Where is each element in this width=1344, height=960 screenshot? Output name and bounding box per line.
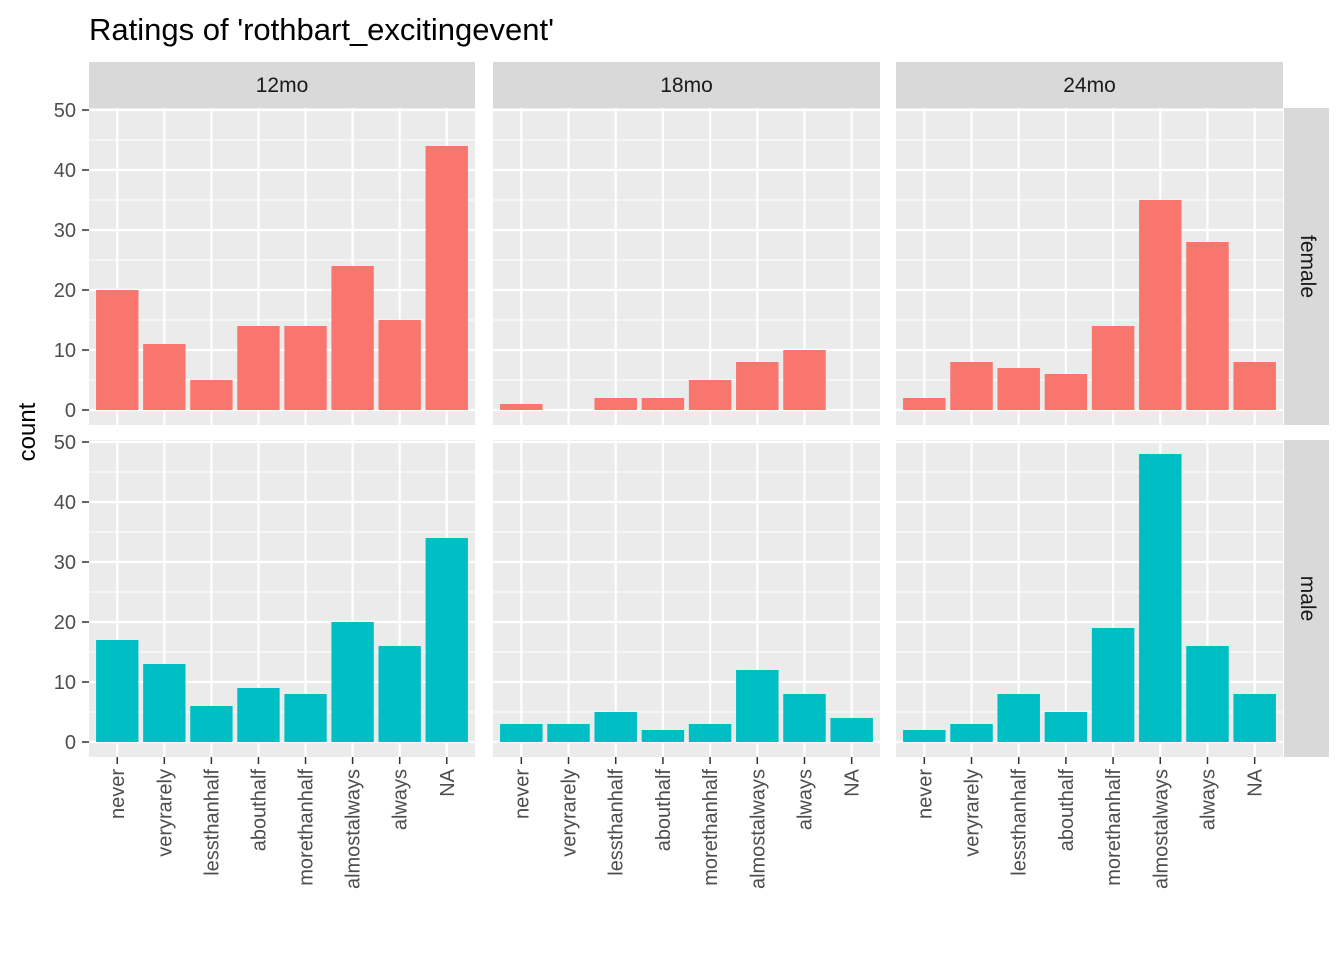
facet-strip [896, 62, 1283, 108]
bar [783, 694, 826, 742]
bar [1233, 694, 1276, 742]
x-tick-label: always [1197, 769, 1219, 830]
bar [1091, 628, 1135, 742]
bar [594, 712, 637, 742]
bar [237, 688, 280, 742]
x-tick-label: lessthanhalf [606, 769, 628, 876]
x-tick-label: NA [1245, 768, 1267, 796]
x-tick-label: abouthalf [653, 769, 675, 852]
y-tick-label: 10 [54, 672, 76, 694]
x-tick-label: morethanhalf [296, 769, 318, 886]
bar [143, 664, 186, 742]
x-tick-label: NA [842, 768, 864, 796]
bar [331, 266, 374, 410]
bar [1186, 242, 1229, 410]
x-tick-label: almostalways [1150, 769, 1172, 889]
bar [950, 724, 993, 742]
facet-strip [1284, 108, 1329, 425]
bar [96, 640, 139, 742]
y-tick-label: 20 [54, 612, 76, 634]
bar [688, 380, 732, 410]
x-tick-label: morethanhalf [700, 769, 722, 886]
x-tick-label: NA [437, 768, 459, 796]
facet-label: female [1296, 235, 1319, 298]
y-tick-label: 30 [54, 552, 76, 574]
facet-strip [89, 62, 475, 108]
bar [997, 368, 1040, 410]
bar [1044, 712, 1088, 742]
chart-title: Ratings of 'rothbart_excitingevent' [89, 12, 554, 47]
x-tick-label: almostalways [343, 769, 365, 889]
plot-area: 12mo 18mo 24mo female male 0 10 20 30 40 50 0 10 20 30… [54, 62, 1329, 889]
x-tick-label: veryrarely [559, 769, 581, 857]
y-tick-label: 50 [54, 100, 76, 122]
bar [500, 404, 543, 410]
y-tick-label: 0 [65, 732, 76, 754]
bar [190, 380, 233, 410]
bar [1044, 374, 1088, 410]
bar [331, 622, 374, 742]
bar [641, 730, 685, 742]
facet-strip [1284, 440, 1329, 757]
x-tick-label: lessthanhalf [1009, 769, 1031, 876]
bar [425, 146, 468, 410]
bar [237, 326, 280, 410]
bar [641, 398, 685, 410]
y-tick-label: 50 [54, 432, 76, 454]
x-tick-label: morethanhalf [1103, 769, 1125, 886]
x-tick-label: never [107, 769, 129, 819]
facet-strip [493, 62, 880, 108]
bar [190, 706, 233, 742]
x-tick-label: abouthalf [1056, 769, 1078, 852]
bar [997, 694, 1040, 742]
bar [143, 344, 186, 410]
y-tick-label: 20 [54, 280, 76, 302]
y-tick-label: 40 [54, 492, 76, 514]
facet-label: 24mo [1063, 74, 1116, 97]
bar [96, 290, 139, 410]
bar [903, 730, 946, 742]
bar [378, 320, 421, 410]
bar [425, 538, 468, 742]
y-tick-label: 10 [54, 340, 76, 362]
bar [783, 350, 826, 410]
bar [950, 362, 993, 410]
facet-label: 18mo [660, 74, 713, 97]
bar [1139, 200, 1182, 410]
x-tick-label: almostalways [747, 769, 769, 889]
bar [378, 646, 421, 742]
y-tick-label: 40 [54, 160, 76, 182]
x-tick-label: always [794, 769, 816, 830]
bar [903, 398, 946, 410]
bar [594, 398, 637, 410]
y-axis-title: count [14, 402, 41, 461]
y-tick-label: 30 [54, 220, 76, 242]
facet-label: 12mo [256, 74, 309, 97]
facet-label: male [1296, 576, 1319, 622]
x-tick-label: lessthanhalf [201, 769, 223, 876]
bar [688, 724, 732, 742]
bar [736, 670, 779, 742]
bar [830, 718, 873, 742]
x-tick-label: abouthalf [248, 769, 270, 852]
y-tick-label: 0 [65, 400, 76, 422]
x-tick-label: never [914, 769, 936, 819]
bar [1139, 454, 1182, 742]
x-tick-label: always [390, 769, 412, 830]
bar [736, 362, 779, 410]
bar [1186, 646, 1229, 742]
x-tick-label: never [511, 769, 533, 819]
x-tick-label: veryrarely [154, 769, 176, 857]
bar [284, 326, 327, 410]
bar [1091, 326, 1135, 410]
bar [547, 724, 590, 742]
x-tick-label: veryrarely [962, 769, 984, 857]
bar [1233, 362, 1276, 410]
bar [500, 724, 543, 742]
bar [284, 694, 327, 742]
